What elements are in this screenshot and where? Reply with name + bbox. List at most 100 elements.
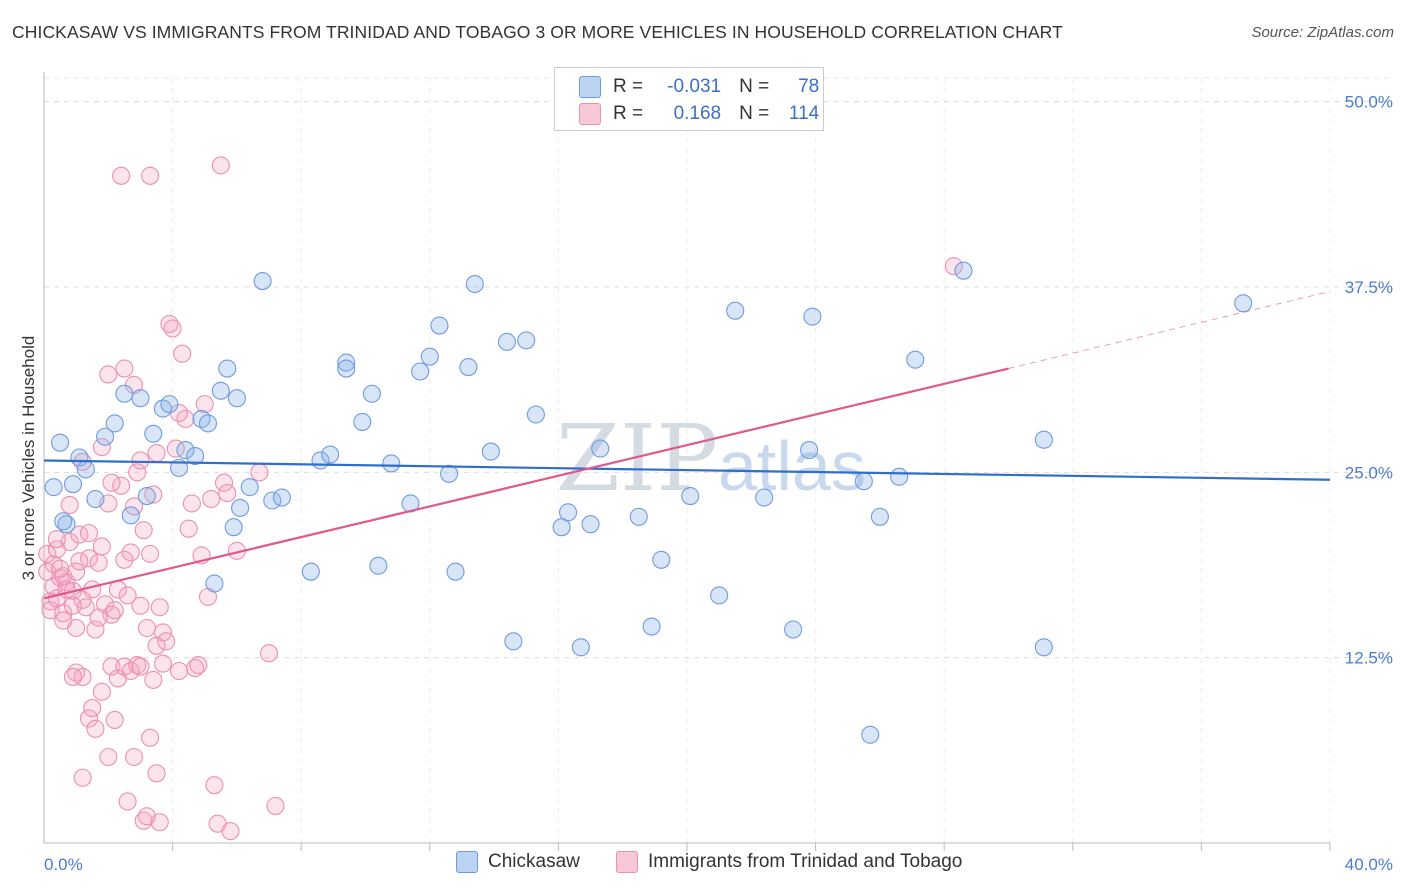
chickasaw-point xyxy=(1034,430,1053,449)
chickasaw-point xyxy=(121,506,140,525)
x-ticks xyxy=(172,843,1331,851)
chickasaw-point xyxy=(906,350,925,369)
trinidad-point xyxy=(166,439,185,458)
trinidad-point xyxy=(147,764,166,783)
legend-n-value: 114 xyxy=(788,103,820,124)
chickasaw-point xyxy=(1234,294,1253,313)
chickasaw-point xyxy=(198,414,218,433)
chickasaw-point xyxy=(861,725,880,744)
bottom-legend-trinidad: Immigrants from Trinidad and Tobago xyxy=(616,851,962,873)
chickasaw-point xyxy=(253,272,272,291)
chickasaw-point xyxy=(44,478,63,497)
trinidad-point xyxy=(211,156,230,175)
chickasaw-point xyxy=(218,359,237,378)
chickasaw-point xyxy=(642,617,661,636)
chickasaw-point xyxy=(497,332,517,351)
chickasaw-point xyxy=(800,441,819,460)
chickasaw-point xyxy=(420,347,439,366)
chickasaw-point xyxy=(137,486,156,506)
trinidad-point xyxy=(118,586,137,605)
trinidad-point xyxy=(73,667,92,686)
chickasaw-point xyxy=(301,562,320,581)
legend-r-label: R = xyxy=(613,76,644,97)
chickasaw-point xyxy=(240,478,259,497)
trinidad-point xyxy=(944,257,963,276)
chickasaw-point xyxy=(681,486,700,506)
y-axis-label: 3 or more Vehicles in Household xyxy=(19,336,38,581)
trinidad-point xyxy=(47,529,66,549)
trinidad-trend-extension xyxy=(1008,290,1331,370)
trinidad-point xyxy=(131,451,150,470)
chickasaw-point xyxy=(571,638,590,657)
chickasaw-point xyxy=(430,316,449,335)
trinidad-point xyxy=(266,796,285,815)
trinidad-point xyxy=(128,463,147,482)
chickasaw-point xyxy=(459,358,478,377)
watermark-atlas: atlas xyxy=(718,427,866,505)
y-tick-label: 25.0% xyxy=(1345,463,1393,482)
chickasaw-point xyxy=(176,441,195,460)
bottom-legend-label: Immigrants from Trinidad and Tobago xyxy=(648,851,963,872)
chickasaw-point xyxy=(803,307,822,326)
trinidad-point xyxy=(105,601,124,620)
trinidad-point xyxy=(54,604,73,623)
trinidad-point xyxy=(89,553,108,572)
y-tick-labels: 12.5% 25.0% 37.5% 50.0% xyxy=(1345,93,1393,668)
trinidad-point xyxy=(182,494,201,513)
trinidad-point xyxy=(150,813,169,832)
trinidad-point xyxy=(214,473,234,492)
trinidad-point xyxy=(99,747,118,767)
chickasaw-point xyxy=(581,515,600,534)
trinidad-point xyxy=(102,473,121,492)
chickasaw-point xyxy=(784,620,803,639)
trinidad-point xyxy=(86,620,105,639)
trinidad-point xyxy=(92,537,111,556)
trinidad-point xyxy=(86,719,105,738)
chickasaw-point xyxy=(160,395,179,414)
legend-row-trinidad: R = 0.168 N = 114 xyxy=(579,102,819,126)
trinidad-point xyxy=(92,438,111,457)
y-tick-label: 37.5% xyxy=(1345,278,1393,297)
trinidad-point xyxy=(102,657,121,676)
trinidad-point xyxy=(141,728,160,747)
trinidad-point xyxy=(99,365,118,384)
chickasaw-point xyxy=(231,498,250,517)
trinidad-point xyxy=(38,544,57,563)
legend-n-value: 78 xyxy=(798,76,820,97)
trinidad-point xyxy=(112,166,131,185)
trinidad-point xyxy=(173,344,192,363)
trinidad-point xyxy=(54,611,73,630)
trinidad-point xyxy=(83,580,102,599)
chickasaw-point xyxy=(558,503,578,522)
chart-source: Source: ZipAtlas.com xyxy=(1251,24,1394,41)
watermark: ZIP atlas xyxy=(556,405,866,512)
legend-r-label: R = xyxy=(613,103,644,124)
trinidad-point xyxy=(221,822,240,841)
chickasaw-point xyxy=(504,632,523,651)
trinidad-point xyxy=(70,552,89,571)
legend-n-label: N = xyxy=(739,103,770,124)
trinidad-point xyxy=(150,598,169,617)
trinidad-point xyxy=(163,319,182,338)
chickasaw-point xyxy=(115,384,134,403)
chickasaw-point xyxy=(186,446,205,466)
chickasaw-point xyxy=(144,424,163,443)
chickasaw-point xyxy=(205,574,224,593)
chickasaw-point xyxy=(272,488,291,507)
chickasaw-point xyxy=(131,389,150,408)
trinidad-point xyxy=(205,776,224,795)
chickasaw-point xyxy=(411,362,430,381)
bottom-legend-label: Chickasaw xyxy=(488,851,580,872)
trinidad-point xyxy=(134,521,153,540)
chickasaw-point xyxy=(526,405,545,424)
legend-r-value: -0.031 xyxy=(667,76,722,97)
trinidad-point xyxy=(186,658,205,678)
legend-swatch-blue xyxy=(579,76,601,98)
trinidad-point xyxy=(73,768,92,787)
trinidad-point xyxy=(89,608,108,627)
chickasaw-point xyxy=(76,460,95,479)
trinidad-point xyxy=(105,710,124,729)
trinidad-point xyxy=(144,670,163,689)
trinidad-point xyxy=(63,596,82,615)
